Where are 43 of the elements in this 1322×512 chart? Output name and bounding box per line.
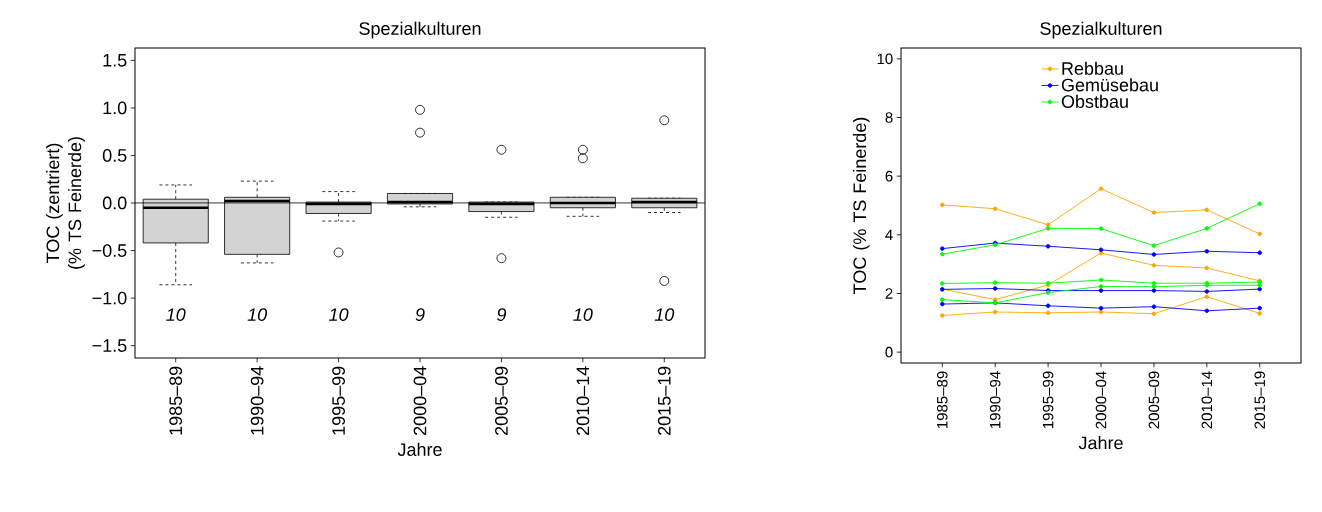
chart-title: Spezialkulturen (1040, 21, 1162, 39)
x-tick-label: 2005–09 (1148, 371, 1160, 429)
x-tick-label: 1995–99 (332, 366, 345, 435)
annotation: 9 (415, 308, 425, 321)
annotation: 10 (573, 308, 593, 321)
annotation: 10 (166, 308, 186, 321)
x-axis-title: Jahre (397, 442, 442, 456)
legend-label: Obstbau (1061, 94, 1128, 108)
y-tick-label: 0.0 (102, 196, 127, 210)
y-tick-label: 10 (877, 53, 893, 65)
x-axis-title: Jahre (1078, 436, 1123, 450)
x-tick-label: 2010–14 (576, 366, 590, 435)
y-tick-label: −1.0 (92, 291, 127, 305)
x-tick-label: 1985–89 (936, 371, 948, 429)
y-tick-label: −0.5 (92, 244, 127, 257)
y-tick-label: 0 (885, 346, 893, 358)
y-tick-label: 1.0 (103, 101, 127, 115)
y-tick-label: −1.5 (92, 339, 127, 352)
annotation: 10 (247, 308, 268, 321)
chart-title: Spezialkulturen (359, 21, 481, 39)
annotation: 10 (654, 308, 675, 321)
y-tick-label: 0.5 (102, 149, 127, 162)
legend-label: Rebbau (1062, 61, 1123, 75)
x-tick-label: 2015–19 (1254, 371, 1266, 429)
x-tick-label: 2000–04 (413, 366, 427, 435)
x-tick-label: 1985–89 (169, 366, 183, 435)
x-tick-label: 1995–99 (1042, 371, 1054, 429)
y-axis-title: TOC (zentriert) (% TS Feinerde) (46, 137, 85, 269)
annotation: 10 (329, 308, 349, 321)
x-tick-label: 2010–14 (1201, 371, 1213, 429)
x-tick-label: 2005–09 (495, 366, 508, 435)
x-tick-label: 1990–94 (250, 366, 264, 435)
y-axis-title: TOC (% TS Feinerde) (852, 117, 870, 294)
x-tick-label: 2000–04 (1095, 371, 1107, 429)
x-tick-label: 2015–19 (657, 366, 671, 435)
y-tick-label: 8 (885, 112, 893, 123)
x-tick-label: 1990–94 (989, 371, 1001, 429)
y-tick-label: 1.5 (103, 54, 127, 67)
legend-label: Gemüsebau (1061, 78, 1158, 92)
y-tick-label: 4 (885, 229, 893, 240)
y-tick-label: 6 (885, 170, 893, 182)
annotation: 9 (497, 308, 507, 321)
y-tick-label: 2 (885, 288, 893, 299)
